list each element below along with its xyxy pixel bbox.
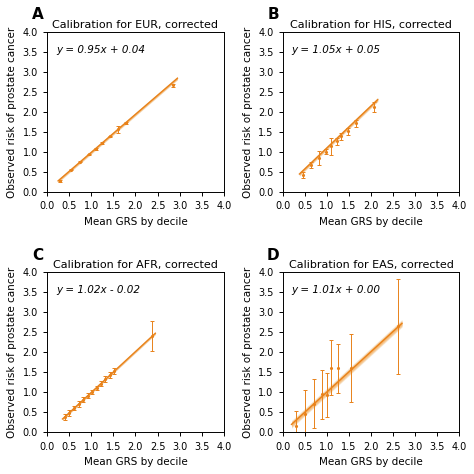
Point xyxy=(370,103,378,111)
X-axis label: Mean GRS by decile: Mean GRS by decile xyxy=(319,217,423,227)
Point xyxy=(56,177,64,185)
Title: Calibration for EAS, corrected: Calibration for EAS, corrected xyxy=(289,260,454,270)
Text: D: D xyxy=(266,248,279,263)
Point xyxy=(352,119,359,127)
Point xyxy=(80,396,87,403)
Point xyxy=(333,137,340,145)
Point xyxy=(323,392,331,399)
Point xyxy=(328,364,335,372)
Point xyxy=(292,423,300,430)
X-axis label: Mean GRS by decile: Mean GRS by decile xyxy=(83,457,187,467)
Point xyxy=(75,400,82,408)
Title: Calibration for EUR, corrected: Calibration for EUR, corrected xyxy=(53,20,219,30)
Point xyxy=(169,82,177,89)
Point xyxy=(101,375,109,383)
Point xyxy=(310,400,318,408)
Point xyxy=(347,365,355,372)
Point xyxy=(84,392,91,400)
Point xyxy=(299,172,306,179)
Point xyxy=(97,380,105,387)
Text: y = 1.02x - 0.02: y = 1.02x - 0.02 xyxy=(56,285,140,295)
Text: y = 1.05x + 0.05: y = 1.05x + 0.05 xyxy=(292,45,381,55)
Point xyxy=(337,133,345,140)
Point xyxy=(344,128,351,135)
Point xyxy=(114,125,121,133)
Point xyxy=(308,161,315,169)
Point xyxy=(92,145,100,153)
Point xyxy=(122,119,129,127)
Point xyxy=(99,139,106,146)
Point xyxy=(65,409,73,417)
Point xyxy=(85,151,93,158)
Point xyxy=(394,323,401,330)
Point xyxy=(67,166,75,173)
Text: A: A xyxy=(32,7,44,22)
X-axis label: Mean GRS by decile: Mean GRS by decile xyxy=(319,457,423,467)
Text: B: B xyxy=(267,7,279,22)
Point xyxy=(148,332,156,340)
Point xyxy=(322,148,329,155)
Point xyxy=(71,404,78,412)
Point xyxy=(106,372,114,379)
Point xyxy=(106,133,114,140)
Point xyxy=(61,413,69,421)
X-axis label: Mean GRS by decile: Mean GRS by decile xyxy=(83,217,187,227)
Point xyxy=(318,391,325,398)
Point xyxy=(93,384,100,392)
Y-axis label: Observed risk of prostate cancer: Observed risk of prostate cancer xyxy=(243,27,253,198)
Y-axis label: Observed risk of prostate cancer: Observed risk of prostate cancer xyxy=(243,267,253,438)
Title: Calibration for HIS, corrected: Calibration for HIS, corrected xyxy=(290,20,452,30)
Point xyxy=(301,410,309,418)
Title: Calibration for AFR, corrected: Calibration for AFR, corrected xyxy=(53,260,218,270)
Point xyxy=(76,158,84,165)
Point xyxy=(328,143,335,150)
Text: y = 0.95x + 0.04: y = 0.95x + 0.04 xyxy=(56,45,145,55)
Point xyxy=(315,154,323,162)
Text: C: C xyxy=(32,248,44,263)
Point xyxy=(88,388,96,395)
Point xyxy=(334,365,342,372)
Y-axis label: Observed risk of prostate cancer: Observed risk of prostate cancer xyxy=(7,267,17,438)
Point xyxy=(110,367,118,375)
Text: y = 1.01x + 0.00: y = 1.01x + 0.00 xyxy=(292,285,381,295)
Y-axis label: Observed risk of prostate cancer: Observed risk of prostate cancer xyxy=(7,27,17,198)
